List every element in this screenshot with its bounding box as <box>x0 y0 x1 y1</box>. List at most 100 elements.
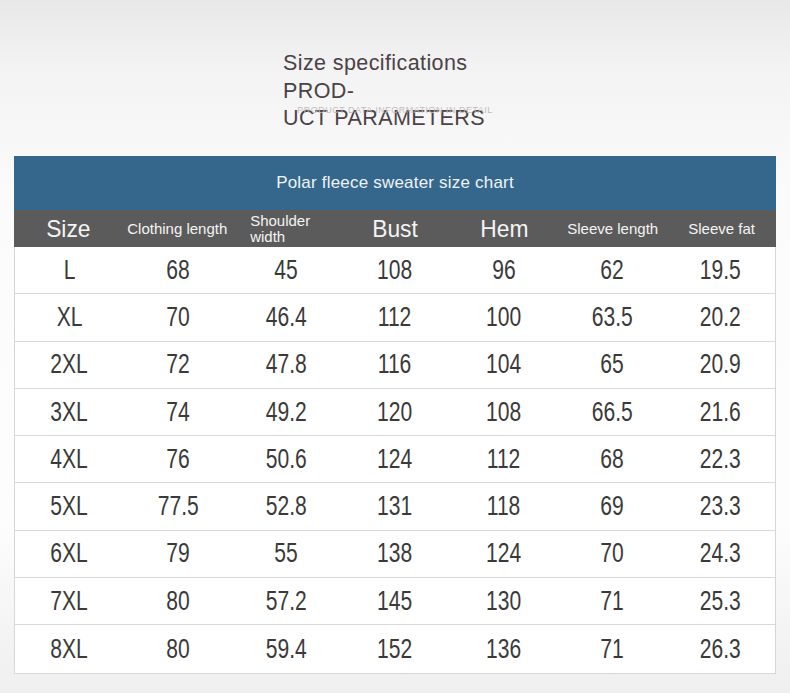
table-cell: 120 <box>341 397 450 428</box>
cell-value: L <box>63 255 75 286</box>
cell-value: 104 <box>486 349 521 380</box>
table-cell: 80 <box>124 586 233 617</box>
table-cell: 20.2 <box>666 302 775 333</box>
cell-value: 46.4 <box>266 302 307 333</box>
column-header-label: Bust <box>372 215 418 243</box>
cell-value: 65 <box>600 349 623 380</box>
column-header-size: Size <box>14 215 123 243</box>
table-caption: Polar fleece sweater size chart <box>14 156 776 210</box>
size-label-cell: 7XL <box>15 586 124 617</box>
cell-value: 80 <box>166 586 189 617</box>
cell-value: 136 <box>486 634 521 665</box>
cell-value: 96 <box>492 255 515 286</box>
cell-value: 124 <box>377 444 412 475</box>
page-subtitle: PRODUCT DATA INFORMATION IN DETAIL <box>0 105 790 115</box>
table-cell: 55 <box>232 538 341 569</box>
table-cell: 96 <box>449 255 558 286</box>
column-header-label: Shoulder width <box>250 213 322 245</box>
table-cell: 108 <box>341 255 450 286</box>
table-cell: 71 <box>558 634 667 665</box>
column-header-label: Sleeve fat <box>688 220 755 237</box>
cell-value: 19.5 <box>700 255 741 286</box>
table-cell: 118 <box>449 491 558 522</box>
cell-value: 55 <box>275 538 298 569</box>
cell-value: 116 <box>378 349 412 380</box>
table-cell: 25.3 <box>666 586 775 617</box>
cell-value: 118 <box>487 491 521 522</box>
cell-value: 45 <box>275 255 298 286</box>
table-cell: 131 <box>341 491 450 522</box>
table-cell: 145 <box>341 586 450 617</box>
column-header-hem: Hem <box>449 215 558 243</box>
table-cell: 152 <box>341 634 450 665</box>
table-cell: 77.5 <box>124 491 233 522</box>
column-header-label: Hem <box>480 215 528 243</box>
size-label-cell: 6XL <box>15 538 124 569</box>
page-title: Size specifications PROD- UCT PARAMETERS <box>283 50 543 133</box>
column-header-label: Sleeve length <box>567 220 658 237</box>
table-row: 5XL77.552.81311186923.3 <box>15 483 775 530</box>
table-cell: 20.9 <box>666 349 775 380</box>
column-header-sleeve-length: Sleeve length <box>558 220 667 237</box>
column-header-label: Clothing length <box>127 220 227 237</box>
table-cell: 71 <box>558 586 667 617</box>
size-chart-table: Polar fleece sweater size chart Size Clot… <box>14 156 776 674</box>
cell-value: 108 <box>377 255 412 286</box>
table-cell: 49.2 <box>232 397 341 428</box>
page-title-line1: Size specifications PROD- <box>283 50 543 105</box>
column-header-row: Size Clothing length Shoulder width Bust Hem… <box>14 210 776 247</box>
table-cell: 104 <box>449 349 558 380</box>
cell-value: 25.3 <box>700 586 741 617</box>
size-label-cell: 3XL <box>15 397 124 428</box>
page: { "header": { "title_line1": "Size speci… <box>0 0 790 693</box>
table-cell: 76 <box>124 444 233 475</box>
table-cell: 100 <box>449 302 558 333</box>
cell-value: 70 <box>600 538 623 569</box>
cell-value: 20.9 <box>700 349 741 380</box>
cell-value: 68 <box>166 255 189 286</box>
table-cell: 66.5 <box>558 397 667 428</box>
cell-value: 145 <box>377 586 412 617</box>
cell-value: 68 <box>600 444 623 475</box>
cell-value: 71 <box>600 634 623 665</box>
cell-value: 63.5 <box>592 302 633 333</box>
cell-value: 4XL <box>51 444 88 475</box>
column-header-shoulder-width: Shoulder width <box>232 213 341 245</box>
cell-value: 79 <box>166 538 189 569</box>
table-body: L6845108966219.5XL7046.411210063.520.22X… <box>14 247 776 674</box>
table-cell: 46.4 <box>232 302 341 333</box>
table-cell: 70 <box>558 538 667 569</box>
table-cell: 112 <box>341 302 450 333</box>
column-header-bust: Bust <box>341 215 450 243</box>
size-label-cell: 5XL <box>15 491 124 522</box>
cell-value: 26.3 <box>700 634 741 665</box>
cell-value: 50.6 <box>266 444 307 475</box>
table-row: 2XL7247.81161046520.9 <box>15 342 775 389</box>
cell-value: 108 <box>486 397 521 428</box>
table-row: 3XL7449.212010866.521.6 <box>15 389 775 436</box>
cell-value: 120 <box>377 397 412 428</box>
column-header-label: Size <box>46 215 90 243</box>
cell-value: XL <box>56 302 82 333</box>
cell-value: 59.4 <box>266 634 307 665</box>
cell-value: 5XL <box>51 491 88 522</box>
table-cell: 23.3 <box>666 491 775 522</box>
cell-value: 74 <box>166 397 189 428</box>
cell-value: 130 <box>486 586 521 617</box>
table-cell: 57.2 <box>232 586 341 617</box>
table-cell: 62 <box>558 255 667 286</box>
table-row: 4XL 76 50.6 124 112 68 22.3 <box>15 436 775 483</box>
cell-value: 76 <box>166 444 189 475</box>
cell-value: 8XL <box>51 634 88 665</box>
table-cell: 52.8 <box>232 491 341 522</box>
cell-value: 112 <box>487 444 521 475</box>
cell-value: 24.3 <box>700 538 741 569</box>
cell-value: 52.8 <box>266 491 307 522</box>
table-cell: 19.5 <box>666 255 775 286</box>
table-cell: 22.3 <box>666 444 775 475</box>
table-cell: 124 <box>341 444 450 475</box>
cell-value: 70 <box>166 302 189 333</box>
table-cell: 59.4 <box>232 634 341 665</box>
table-row: 6XL79551381247024.3 <box>15 531 775 578</box>
cell-value: 6XL <box>51 538 88 569</box>
